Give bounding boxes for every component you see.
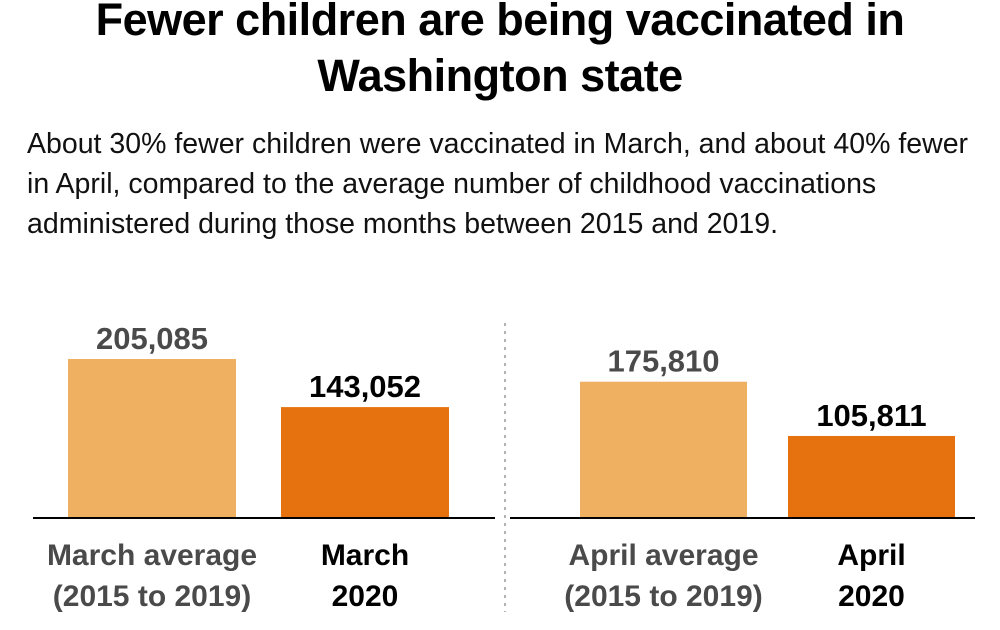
- category-label: (2015 to 2019): [53, 580, 251, 613]
- bar: [580, 381, 747, 518]
- category-label: April average: [568, 539, 758, 572]
- data-label: 175,810: [607, 344, 719, 379]
- category-label: April: [837, 539, 905, 572]
- category-label: March average: [47, 539, 257, 572]
- bar: [788, 435, 955, 518]
- chart-subtitle: About 30% fewer children were vaccinated…: [27, 128, 969, 240]
- data-label: 143,052: [309, 369, 421, 404]
- bar: [281, 407, 449, 518]
- category-label: March: [321, 539, 409, 572]
- data-label: 105,811: [816, 398, 926, 433]
- bar: [68, 359, 236, 518]
- data-label: 205,085: [96, 321, 208, 356]
- category-label: (2015 to 2019): [564, 580, 762, 613]
- chart-title: Fewer children are being vaccinated in W…: [95, 0, 905, 101]
- category-label: 2020: [838, 580, 905, 613]
- category-label: 2020: [332, 580, 399, 613]
